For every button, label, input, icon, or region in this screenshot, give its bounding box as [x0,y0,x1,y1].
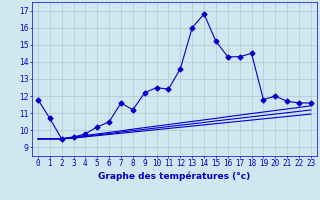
X-axis label: Graphe des températures (°c): Graphe des températures (°c) [98,171,251,181]
